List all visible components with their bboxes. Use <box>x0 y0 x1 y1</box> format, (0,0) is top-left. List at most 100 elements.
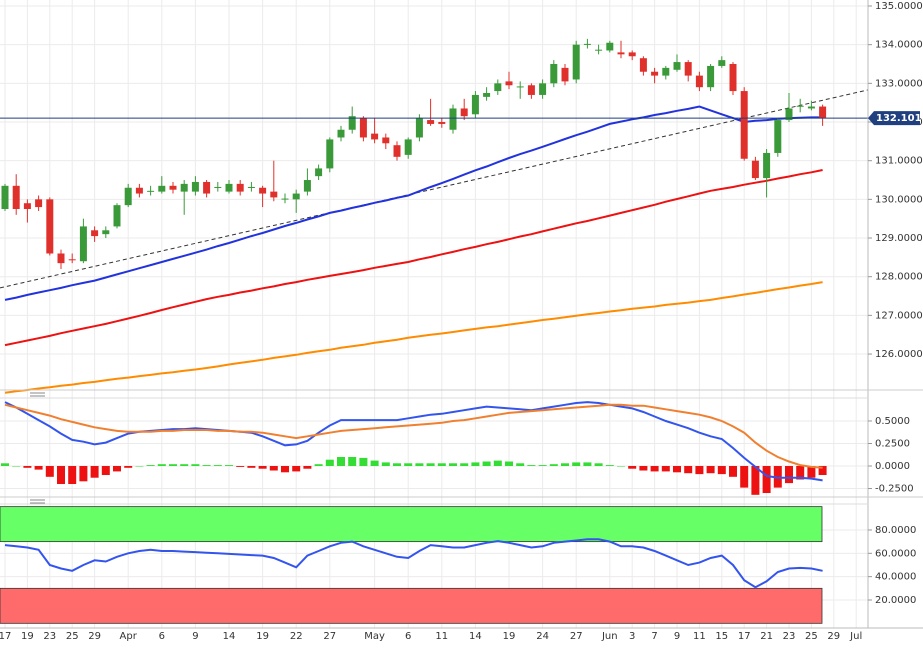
y-tick-label: 60.0000 <box>875 548 916 559</box>
candle-body <box>494 83 502 92</box>
x-tick-label: 23 <box>783 631 796 642</box>
candle-body <box>79 226 87 262</box>
candle-body <box>763 152 771 179</box>
histogram-bar <box>684 466 693 474</box>
y-tick-label: 127.0000 <box>875 310 923 321</box>
candle-body <box>57 253 65 264</box>
x-tick-label: 11 <box>435 631 448 642</box>
candle-body <box>393 145 401 157</box>
candle-body <box>315 168 323 177</box>
drag-handle[interactable] <box>30 392 45 397</box>
rsi-band <box>0 506 823 543</box>
x-tick-label: 15 <box>715 631 728 642</box>
y-tick-label: 134.0000 <box>875 40 923 51</box>
candle-body <box>751 160 759 179</box>
candle-body <box>572 44 580 80</box>
histogram-bar <box>740 466 749 488</box>
candle-body <box>819 106 827 119</box>
candle-body <box>12 185 20 210</box>
candle-body <box>684 62 692 76</box>
histogram-bar <box>101 466 110 476</box>
histogram-bar <box>213 465 222 467</box>
histogram-bar <box>639 466 648 471</box>
histogram-bar <box>449 463 457 467</box>
histogram-bar <box>762 466 771 494</box>
marks-layer <box>0 38 869 624</box>
candle-body <box>113 205 121 227</box>
axes-layer <box>0 0 923 629</box>
histogram-bar <box>113 466 121 472</box>
candle-body <box>527 85 535 95</box>
candle-body <box>259 187 267 194</box>
histogram-bar <box>628 466 637 469</box>
candle-body <box>371 133 379 140</box>
indicator-line <box>4 281 823 394</box>
histogram-bar <box>818 466 827 476</box>
histogram-bar <box>460 463 469 467</box>
histogram-bar <box>169 464 177 467</box>
histogram-bar <box>146 465 155 467</box>
candle-body <box>516 86 524 88</box>
histogram-bar <box>549 464 558 467</box>
y-tick-label: 0.5000 <box>875 416 910 427</box>
candle-body <box>225 183 233 192</box>
y-tick-label: -0.2500 <box>875 484 914 495</box>
x-tick-label: Jun <box>601 631 618 642</box>
histogram-bar <box>796 466 805 480</box>
drag-handle[interactable] <box>30 499 45 504</box>
candle-body <box>628 52 636 57</box>
histogram-bar <box>650 466 659 472</box>
candle-body <box>617 52 625 55</box>
candle-body <box>785 108 793 121</box>
candle-body <box>35 199 43 208</box>
histogram-bar <box>594 463 603 467</box>
x-tick-label: 19 <box>21 631 34 642</box>
histogram-bar <box>1 463 9 467</box>
y-tick-label: 131.0000 <box>875 156 923 167</box>
histogram-bar <box>314 464 323 467</box>
histogram-bar <box>359 457 368 467</box>
candle-body <box>606 42 614 51</box>
histogram-bar <box>404 463 413 467</box>
histogram-bar <box>225 465 233 467</box>
candle-body <box>169 185 177 190</box>
y-tick-label: 128.0000 <box>875 272 923 283</box>
x-tick-label: 27 <box>570 631 583 642</box>
histogram-bar <box>505 461 513 467</box>
histogram-bar <box>348 457 357 467</box>
candle-body <box>102 230 110 235</box>
last-price-tag <box>868 111 920 126</box>
candle-body <box>236 183 244 192</box>
histogram-bar <box>605 465 614 467</box>
candle-body <box>191 181 199 192</box>
x-tick-label: Apr <box>120 631 138 642</box>
histogram-bar <box>729 466 737 477</box>
candle-body <box>550 64 558 84</box>
candle-body <box>595 49 603 51</box>
indicator-line <box>4 538 823 589</box>
candle-body <box>46 199 54 254</box>
y-tick-label: 20.0000 <box>875 595 916 606</box>
candle-body <box>348 116 356 130</box>
candle-body <box>326 139 334 169</box>
x-tick-label: 19 <box>503 631 516 642</box>
histogram-bar <box>695 466 704 475</box>
histogram-bar <box>180 464 189 467</box>
x-tick-label: 6 <box>159 631 165 642</box>
candle-body <box>505 81 513 86</box>
candle-body <box>68 259 76 261</box>
x-tick-label: 22 <box>290 631 303 642</box>
candle-body <box>729 64 737 92</box>
candle-body <box>404 139 412 155</box>
candle-body <box>415 118 423 138</box>
indicator-line <box>4 105 823 301</box>
histogram-bar <box>583 462 592 467</box>
histogram-bar <box>381 462 390 467</box>
candle-body <box>1 185 9 210</box>
candle-body <box>740 91 748 159</box>
x-tick-label: 3 <box>629 631 635 642</box>
x-tick-label: 25 <box>66 631 79 642</box>
histogram-bar <box>191 464 200 467</box>
candle-body <box>124 187 132 206</box>
